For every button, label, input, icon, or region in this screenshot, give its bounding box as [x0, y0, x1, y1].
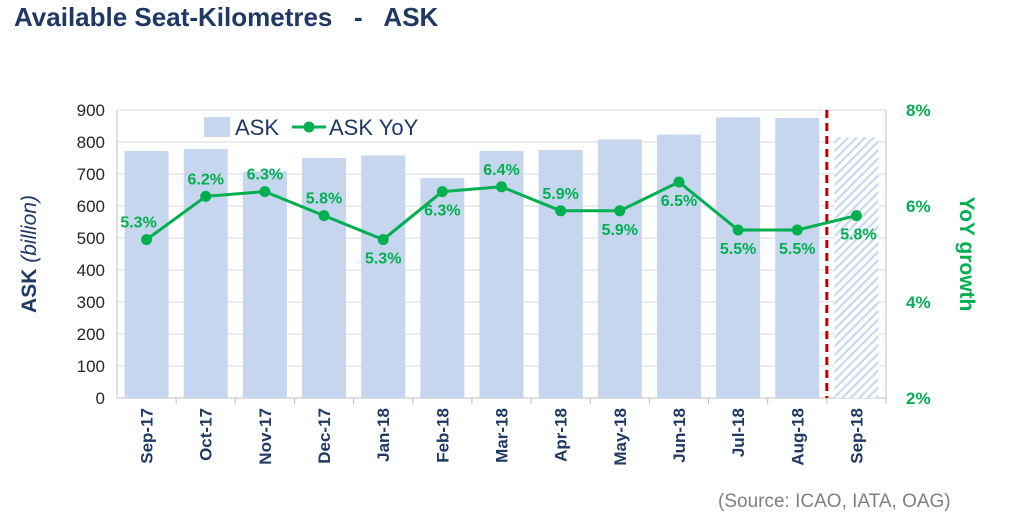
x-tick-label: Sep-18	[847, 408, 866, 464]
yoy-data-label: 6.2%	[187, 171, 223, 188]
yoy-point	[318, 210, 330, 222]
y2-axis-title: YoY growth	[955, 197, 978, 312]
y2-tick-label: 8%	[906, 101, 931, 120]
yoy-point	[555, 205, 567, 217]
yoy-point	[496, 181, 507, 193]
x-tick-label: Jun-18	[670, 408, 689, 463]
yoy-data-label: 5.8%	[306, 191, 342, 208]
bar	[361, 155, 406, 398]
yoy-data-label: 5.3%	[120, 215, 156, 232]
x-tick-label: Mar-18	[493, 408, 512, 463]
yoy-data-label: 6.5%	[661, 193, 697, 210]
bar	[183, 149, 228, 398]
x-tick-label: Dec-17	[315, 408, 334, 464]
yoy-data-label: 5.5%	[779, 241, 815, 258]
bar	[597, 139, 642, 398]
bar	[775, 118, 820, 398]
y-tick-label: 600	[77, 197, 105, 216]
yoy-data-label: 5.8%	[840, 227, 876, 244]
bar	[124, 150, 169, 398]
x-tick-label: May-18	[611, 408, 630, 466]
yoy-data-label: 5.9%	[602, 222, 638, 239]
x-tick-label: Aug-18	[788, 408, 807, 466]
y-tick-label: 700	[77, 165, 105, 184]
legend-label-ask: ASK	[235, 115, 279, 140]
y-axis-title: ASK (billion)	[18, 195, 41, 313]
legend-swatch-ask	[204, 117, 230, 137]
x-tick-label: Oct-17	[197, 408, 216, 461]
x-tick-label: Jul-18	[729, 408, 748, 457]
yoy-point	[200, 190, 212, 202]
yoy-data-label: 6.4%	[483, 162, 519, 179]
bar	[538, 150, 583, 398]
yoy-data-label: 5.3%	[365, 251, 401, 268]
yoy-point	[436, 186, 448, 198]
yoy-point	[850, 210, 862, 222]
yoy-data-label: 5.9%	[542, 186, 578, 203]
yoy-point	[614, 205, 626, 217]
y-tick-label: 100	[77, 357, 105, 376]
yoy-point	[673, 176, 685, 188]
y-tick-label: 300	[77, 293, 105, 312]
yoy-point	[791, 224, 803, 236]
yoy-data-label: 6.3%	[424, 203, 460, 220]
yoy-point	[377, 234, 389, 246]
legend-label-yoy: ASK YoY	[329, 115, 419, 140]
x-tick-label: Jan-18	[374, 408, 393, 462]
y2-tick-label: 2%	[906, 389, 931, 408]
yoy-data-label: 6.3%	[247, 167, 283, 184]
y2-tick-label: 6%	[906, 197, 931, 216]
bar	[656, 134, 701, 398]
legend-marker-yoy	[303, 121, 315, 133]
yoy-point	[259, 186, 271, 198]
bar	[302, 158, 347, 398]
bar	[716, 117, 761, 399]
y-tick-label: 200	[77, 325, 105, 344]
chart-title: Available Seat-Kilometres - ASK	[14, 2, 439, 32]
y-tick-label: 800	[77, 133, 105, 152]
x-tick-label: Sep-17	[138, 408, 157, 464]
x-tick-label: Apr-18	[552, 408, 571, 462]
x-tick-label: Nov-17	[256, 408, 275, 465]
y-tick-label: 400	[77, 261, 105, 280]
yoy-point	[141, 234, 153, 246]
y2-tick-label: 4%	[906, 293, 931, 312]
y-tick-label: 900	[77, 101, 105, 120]
bar-forecast	[834, 137, 879, 398]
y-tick-label: 500	[77, 229, 105, 248]
y-tick-label: 0	[96, 389, 105, 408]
bar	[242, 171, 287, 398]
bar	[420, 178, 465, 398]
source-note: (Source: ICAO, IATA, OAG)	[718, 491, 951, 512]
x-tick-label: Feb-18	[433, 408, 452, 463]
yoy-data-label: 5.5%	[720, 241, 756, 258]
yoy-point	[732, 224, 744, 236]
